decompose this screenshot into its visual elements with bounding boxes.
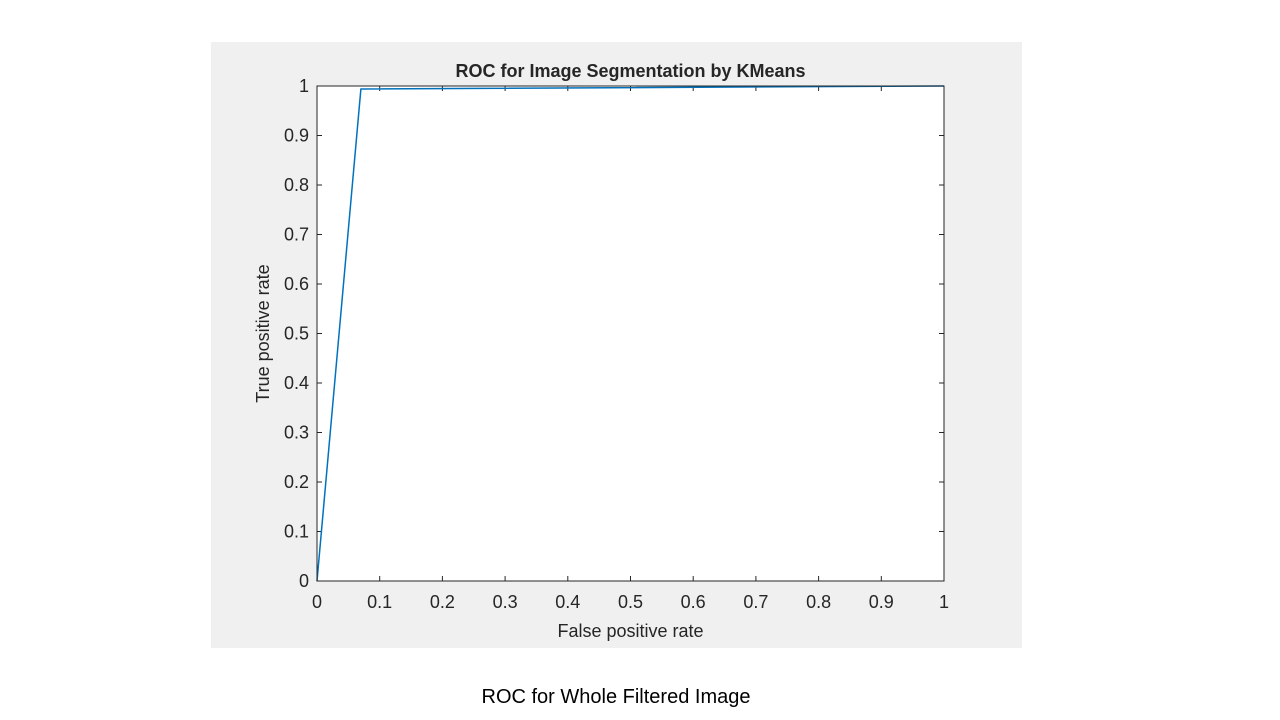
- y-tick-label: 0.4: [284, 373, 309, 393]
- x-tick-label: 0.2: [430, 592, 455, 612]
- x-axis-label: False positive rate: [557, 621, 703, 641]
- y-tick-label: 0.6: [284, 274, 309, 294]
- figure-panel: ROC for Image Segmentation by KMeans 0 0.…: [211, 42, 1022, 648]
- y-tick-label: 0: [299, 571, 309, 591]
- y-tick-label: 0.3: [284, 423, 309, 443]
- slide-caption: ROC for Whole Filtered Image: [481, 686, 751, 708]
- x-tick-label: 0.4: [555, 592, 580, 612]
- y-tick-label: 0.8: [284, 175, 309, 195]
- y-tick-label: 0.2: [284, 472, 309, 492]
- x-tick-label: 0.9: [869, 592, 894, 612]
- x-tick-label: 0.5: [618, 592, 643, 612]
- chart-title: ROC for Image Segmentation by KMeans: [455, 61, 805, 81]
- x-tick-label: 0.7: [743, 592, 768, 612]
- y-tick-label: 0.9: [284, 126, 309, 146]
- y-tick-label: 1: [299, 76, 309, 96]
- y-axis-ticks: 0 0.1 0.2 0.3 0.4 0.5 0.6 0.7 0.8 0.9 1: [284, 76, 944, 591]
- x-tick-label: 0.3: [493, 592, 518, 612]
- x-tick-label: 0.1: [367, 592, 392, 612]
- roc-curve: [316, 85, 945, 582]
- x-axis-ticks: 0 0.1 0.2 0.3 0.4 0.5 0.6 0.7 0.8 0.9 1: [312, 86, 949, 612]
- y-tick-label: 0.5: [284, 324, 309, 344]
- plot-area: [317, 86, 944, 581]
- y-tick-label: 0.7: [284, 225, 309, 245]
- y-tick-label: 0.1: [284, 522, 309, 542]
- x-tick-label: 0.6: [681, 592, 706, 612]
- x-tick-label: 0.8: [806, 592, 831, 612]
- series-layer: [316, 85, 945, 582]
- roc-chart: ROC for Image Segmentation by KMeans 0 0.…: [253, 61, 949, 641]
- x-tick-label: 0: [312, 592, 322, 612]
- plot-frame: [316, 85, 945, 582]
- x-tick-label: 1: [939, 592, 949, 612]
- y-axis-label: True positive rate: [253, 264, 273, 402]
